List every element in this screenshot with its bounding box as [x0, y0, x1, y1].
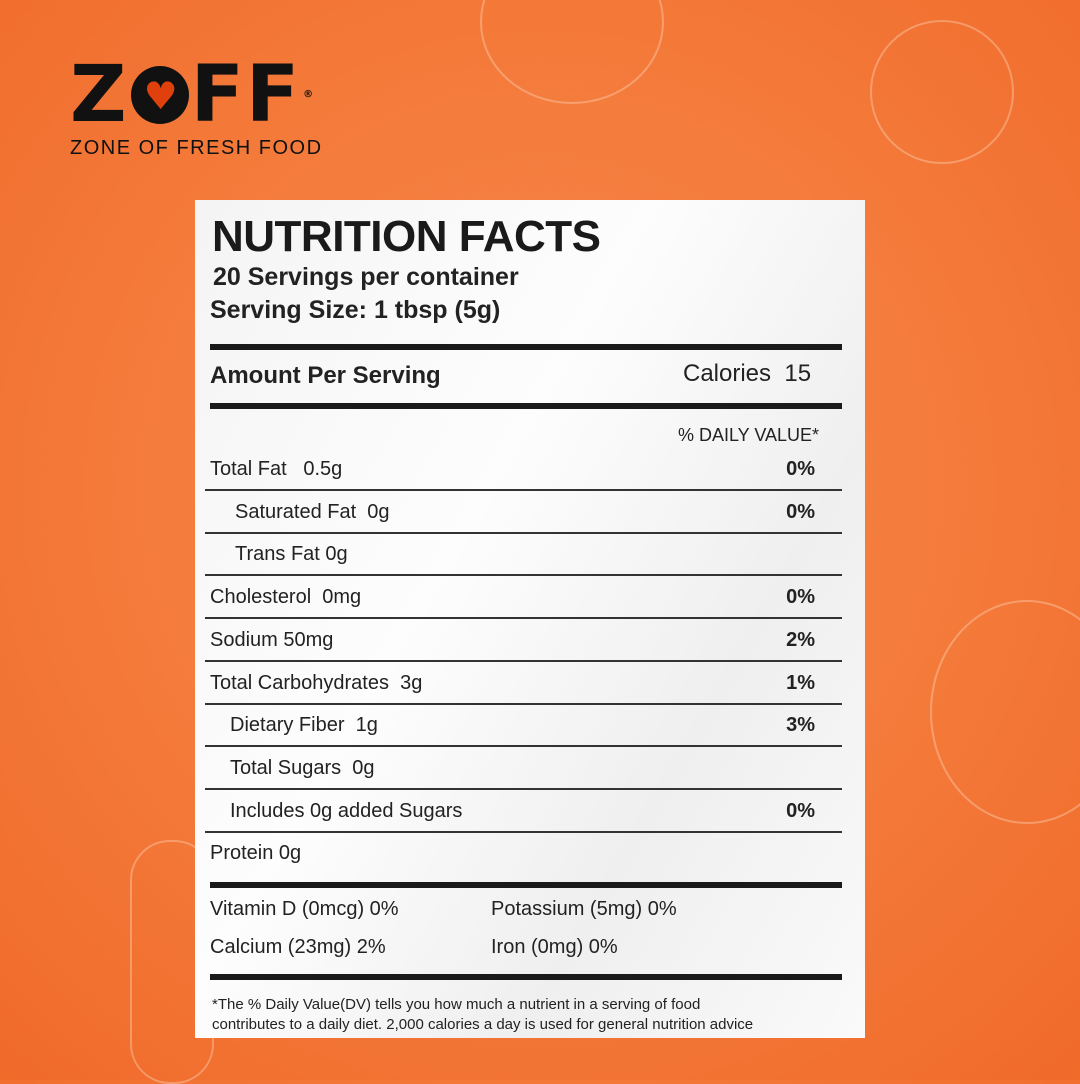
nutrient-daily-value: 0% — [786, 500, 815, 523]
serving-size: Serving Size: 1 tbsp (5g) — [210, 296, 501, 324]
decorative-sketch — [480, 0, 664, 104]
divider — [205, 574, 842, 577]
nutrient-name: Trans Fat 0g — [235, 543, 348, 566]
logo-letter: Z — [70, 50, 129, 140]
decorative-sketch — [870, 20, 1014, 164]
divider — [205, 617, 842, 620]
decorative-sketch — [930, 600, 1080, 824]
divider — [205, 489, 842, 491]
nutrient-row: Saturated Fat 0g 0% — [210, 501, 815, 524]
nutrient-daily-value: 0% — [786, 586, 815, 609]
divider — [205, 830, 842, 833]
daily-value-header: % DAILY VALUE* — [678, 425, 820, 445]
heart-icon: ♥ — [130, 66, 189, 124]
nutrient-daily-value: 0% — [786, 458, 815, 480]
nutrition-label: NUTRITION FACTS 20 Servings per containe… — [195, 200, 865, 1038]
nutrient-daily-value: 1% — [786, 671, 815, 694]
logo-letters: FF — [190, 50, 302, 140]
footnote-line: contributes to a daily diet. 2,000 calor… — [212, 1016, 754, 1033]
nutrient-row: Dietary Fiber 1g 3% — [210, 714, 815, 737]
calories: Calories 15 — [683, 360, 811, 388]
nutrient-row: Includes 0g added Sugars 0% — [210, 800, 815, 823]
nutrient-row: Protein 0g — [210, 842, 815, 865]
nutrient-name: Cholesterol 0mg — [210, 586, 362, 609]
nutrient-name: Total Carbohydrates 3g — [210, 671, 423, 694]
label-title: NUTRITION FACTS — [212, 212, 601, 261]
nutrient-name: Sodium 50mg — [210, 628, 334, 651]
potassium: Potassium (5mg) 0% — [491, 898, 677, 920]
nutrient-daily-value: 3% — [786, 714, 815, 737]
divider — [205, 702, 842, 705]
divider — [205, 787, 842, 790]
divider-thick — [210, 344, 842, 350]
nutrient-daily-value: 0% — [786, 799, 815, 822]
divider-thick — [210, 882, 842, 888]
divider-thick — [210, 974, 842, 980]
nutrient-row: Sodium 50mg 2% — [210, 629, 815, 652]
nutrient-name: Total Fat 0.5g — [210, 458, 343, 480]
nutrient-name: Includes 0g added Sugars — [230, 799, 463, 822]
nutrient-name: Dietary Fiber 1g — [230, 714, 378, 737]
iron: Iron (0mg) 0% — [491, 936, 618, 958]
servings-per-container: 20 Servings per container — [213, 263, 519, 291]
footnote: *The % Daily Value(DV) tells you how muc… — [212, 995, 753, 1035]
vitamin-d: Vitamin D (0mcg) 0% — [210, 898, 399, 920]
amount-per-serving: Amount Per Serving — [210, 362, 441, 389]
nutrient-row: Total Fat 0.5g 0% — [210, 458, 815, 481]
calcium: Calcium (23mg) 2% — [210, 936, 386, 958]
nutrient-daily-value: 2% — [786, 628, 815, 651]
divider-thick — [210, 403, 842, 409]
calories-label: Calories — [683, 360, 772, 387]
nutrient-name: Total Sugars 0g — [230, 756, 375, 779]
nutrient-row: Total Sugars 0g — [210, 757, 815, 780]
divider — [205, 745, 842, 748]
nutrient-row: Total Carbohydrates 3g 1% — [210, 672, 815, 695]
nutrient-row: Trans Fat 0g — [210, 543, 815, 566]
brand-tagline: ZONE OF FRESH FOOD — [70, 137, 323, 159]
footnote-line: *The % Daily Value(DV) tells you how muc… — [212, 996, 701, 1013]
registered-mark: ® — [303, 89, 316, 100]
nutrient-name: Protein 0g — [210, 842, 302, 865]
nutrient-name: Saturated Fat 0g — [235, 500, 390, 523]
nutrient-row: Cholesterol 0mg 0% — [210, 586, 815, 609]
brand-logo: Z ♥ FF ® ZONE OF FRESH FOOD — [70, 55, 323, 160]
divider — [205, 659, 842, 662]
calories-value: 15 — [784, 360, 812, 387]
divider — [205, 531, 842, 534]
